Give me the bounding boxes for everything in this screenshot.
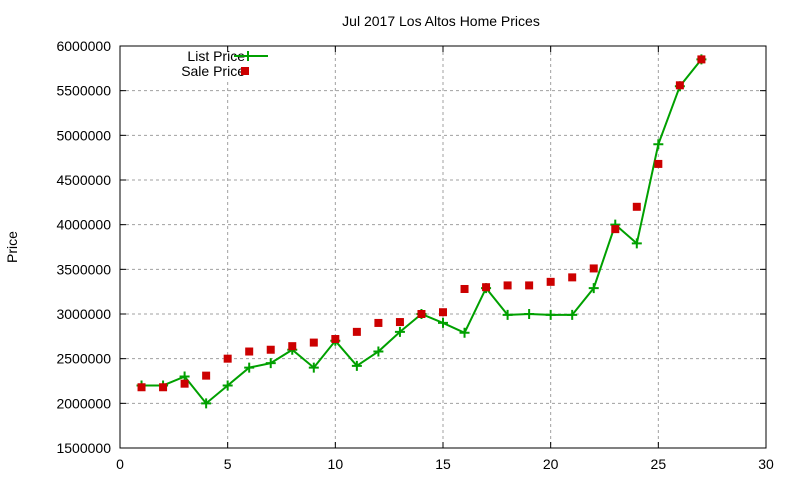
sale-price-point [611,225,620,234]
x-tick-label: 5 [224,456,232,472]
list-price-point [201,398,212,409]
y-tick-label: 2500000 [56,351,111,367]
y-tick-label: 6000000 [56,38,111,54]
y-tick-label: 5500000 [56,83,111,99]
sale-price-point [654,159,663,168]
sale-price-point [374,318,383,327]
sale-price-point [223,354,232,363]
list-price-point [351,360,362,371]
list-price-point [545,309,556,320]
sale-price-point [632,202,641,211]
sale-price-point [439,308,447,317]
y-tick-label: 4500000 [56,172,111,188]
y-tick-label: 1500000 [56,440,111,456]
sale-price-point [159,383,168,392]
list-price-point [265,358,276,369]
list-price-point [631,238,642,249]
sale-price-point [417,310,426,318]
legend-list-price: List Price [187,48,245,64]
y-axis-label: Price [4,231,20,263]
sale-price-point [525,281,534,290]
sale-price-point [460,284,469,293]
x-tick-label: 0 [116,456,124,472]
y-tick-label: 2000000 [56,395,111,411]
x-tick-label: 20 [543,456,559,472]
sale-price-point [482,283,491,292]
x-tick-label: 25 [651,456,667,472]
x-tick-label: 15 [435,456,451,472]
sale-price-point [137,383,146,392]
plot-area [136,54,707,409]
axes: 1500000 2000000 2500000 3000000 3500000 40000… [56,38,774,472]
grid [120,46,766,448]
list-price-point [653,139,664,150]
x-tick-label: 30 [758,456,774,472]
sale-price-point [266,345,275,354]
sale-price-point [352,327,361,336]
sale-price-point [546,277,555,286]
list-price-point [502,309,513,320]
sale-price-point [180,379,189,388]
y-tick-label: 4000000 [56,217,111,233]
list-price-point [394,326,405,337]
sale-price-point [589,264,598,273]
sale-price-point [503,281,512,290]
sale-price-point [395,318,404,327]
sale-price-point [568,273,577,282]
list-price-point [567,309,578,320]
list-price-point [588,283,599,294]
y-tick-label: 5000000 [56,127,111,143]
list-price-point [373,346,384,357]
sale-price-point [697,55,706,64]
sale-price-point [309,338,318,347]
sale-price-point [331,335,340,344]
x-tick-label: 10 [328,456,344,472]
list-price-point [438,317,448,328]
y-tick-label: 3000000 [56,306,111,322]
list-price-point [459,327,470,338]
legend-sale-price: Sale Price [181,63,245,79]
list-price-point [524,309,535,319]
sale-price-point [675,81,684,90]
sale-price-point [288,342,297,351]
chart-title: Jul 2017 Los Altos Home Prices [342,13,540,29]
list-price-point [244,362,255,373]
sale-price-point [202,371,211,380]
sale-price-point [245,347,254,356]
y-tick-label: 3500000 [56,261,111,277]
list-price-point [222,380,233,391]
list-price-point [308,362,319,373]
